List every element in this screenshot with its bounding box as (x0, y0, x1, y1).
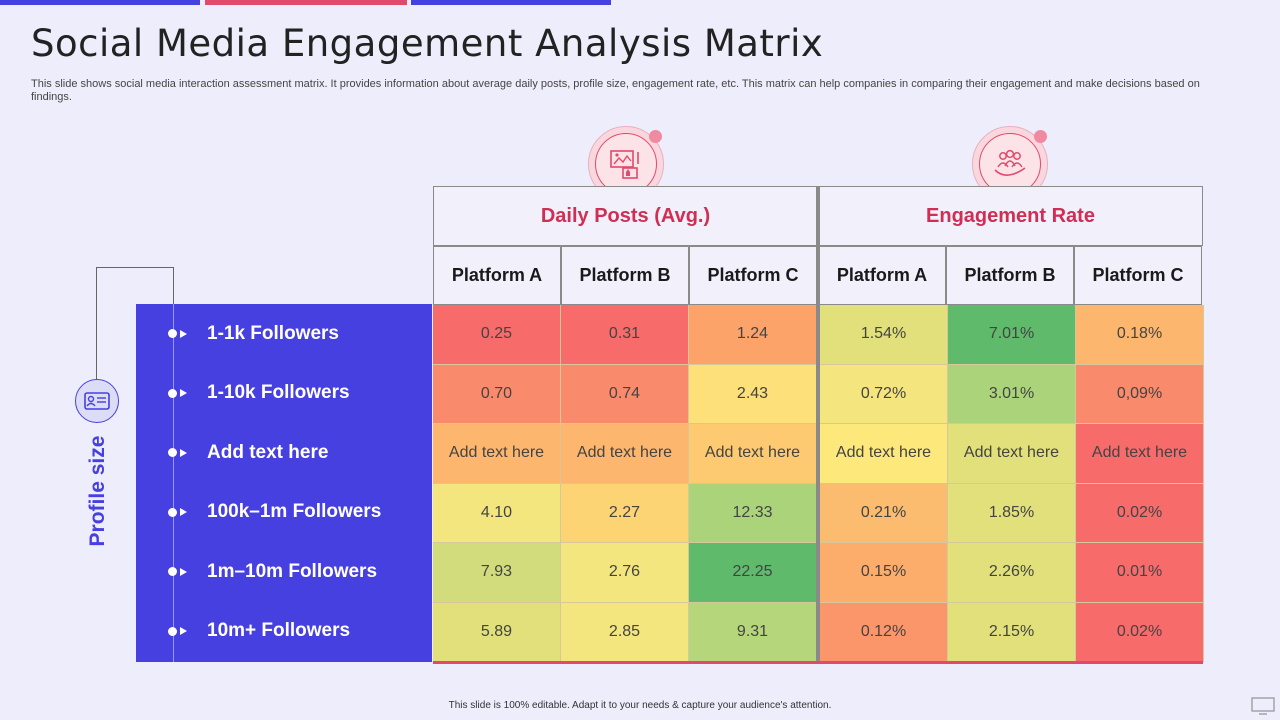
matrix-cell: 0.70 (433, 364, 561, 424)
matrix-cell: 0.02% (1076, 483, 1204, 543)
column-header-engagement-c: Platform C (1074, 246, 1202, 305)
row-arrow-icon (180, 627, 187, 636)
matrix-cell: 1.54% (820, 305, 948, 365)
matrix-cell: 2.43 (689, 364, 817, 424)
decorative-dot (649, 130, 662, 143)
footer-note: This slide is 100% editable. Adapt it to… (448, 700, 832, 711)
profile-card-icon-badge (75, 379, 119, 423)
row-bullet (168, 626, 177, 636)
matrix-cell: 7.01% (948, 305, 1076, 365)
matrix-cell: Add text here (561, 424, 689, 484)
matrix-cell: Add text here (948, 424, 1076, 484)
row-connector-line (173, 304, 174, 662)
column-header-posts-b: Platform B (561, 246, 689, 305)
people-hand-icon (994, 149, 1026, 176)
axis-bracket (96, 267, 174, 381)
row-bullet (168, 507, 177, 517)
group-header-daily-posts: Daily Posts (Avg.) (433, 186, 818, 246)
matrix-bottom-line (433, 661, 1203, 664)
matrix-cell: 2.76 (561, 543, 689, 603)
matrix-cell: 2.15% (948, 602, 1076, 662)
decorative-dot (1034, 130, 1047, 143)
matrix-cell: 12.33 (689, 483, 817, 543)
row-arrow-icon (180, 329, 187, 338)
matrix-cell: 7.93 (433, 543, 561, 603)
matrix-cell: 3.01% (948, 364, 1076, 424)
matrix-cell: 0,09% (1076, 364, 1204, 424)
matrix-cell: 2.26% (948, 543, 1076, 603)
matrix-cell: Add text here (1076, 424, 1204, 484)
row-bullet (168, 567, 177, 577)
page-subtitle: This slide shows social media interactio… (31, 78, 1200, 103)
matrix-cell: 4.10 (433, 483, 561, 543)
row-bullet (168, 388, 177, 398)
top-accent-bar-2 (205, 0, 407, 5)
page-title: Social Media Engagement Analysis Matrix (31, 22, 824, 65)
matrix-cell: 0.21% (820, 483, 948, 543)
row-label: 100k–1m Followers (207, 501, 382, 523)
row-label: 1-1k Followers (207, 322, 339, 344)
matrix-cell: 0.72% (820, 364, 948, 424)
row-arrow-icon (180, 567, 187, 576)
matrix-cell: 2.27 (561, 483, 689, 543)
matrix-cell: Add text here (433, 424, 561, 484)
axis-bracket-tick (173, 267, 174, 304)
row-arrow-icon (180, 448, 187, 457)
row-axis-label: Profile size (86, 435, 109, 547)
matrix-cell: Add text here (689, 424, 817, 484)
matrix-cell: 5.89 (433, 602, 561, 662)
matrix-cell: 0.25 (433, 305, 561, 365)
row-label-panel: 1-1k Followers 1-10k Followers Add text he… (136, 304, 432, 662)
matrix-cell: 0.18% (1076, 305, 1204, 365)
matrix-cell: 2.85 (561, 602, 689, 662)
column-header-engagement-b: Platform B (946, 246, 1074, 305)
matrix-cell: 0.15% (820, 543, 948, 603)
row-bullet (168, 448, 177, 458)
profile-card-icon (84, 392, 110, 410)
column-header-posts-c: Platform C (689, 246, 817, 305)
matrix-cell: 0.02% (1076, 602, 1204, 662)
matrix-cell: 0.31 (561, 305, 689, 365)
group-divider (816, 186, 820, 664)
matrix-cell: 1.24 (689, 305, 817, 365)
column-header-engagement-a: Platform A (818, 246, 946, 305)
matrix-cell: 1.85% (948, 483, 1076, 543)
top-accent-bar-1 (0, 0, 200, 5)
matrix-cell: 0.74 (561, 364, 689, 424)
social-media-post-icon (610, 150, 639, 179)
screen-icon (1251, 697, 1275, 715)
row-arrow-icon (180, 508, 187, 517)
group-header-engagement-rate: Engagement Rate (818, 186, 1203, 246)
column-header-posts-a: Platform A (433, 246, 561, 305)
matrix-cell: 9.31 (689, 602, 817, 662)
matrix-cell: 0.12% (820, 602, 948, 662)
row-label: 1-10k Followers (207, 382, 350, 404)
matrix-cell: Add text here (820, 424, 948, 484)
matrix-cell: 0.01% (1076, 543, 1204, 603)
row-label: 1m–10m Followers (207, 560, 378, 582)
row-bullet (168, 329, 177, 339)
engagement-matrix: Daily Posts (Avg.) Engagement Rate Platf… (433, 186, 1204, 664)
row-label: 10m+ Followers (207, 620, 351, 642)
top-accent-bar-3 (411, 0, 611, 5)
matrix-cell: 22.25 (689, 543, 817, 603)
row-label: Add text here (207, 441, 329, 463)
row-arrow-icon (180, 389, 187, 398)
